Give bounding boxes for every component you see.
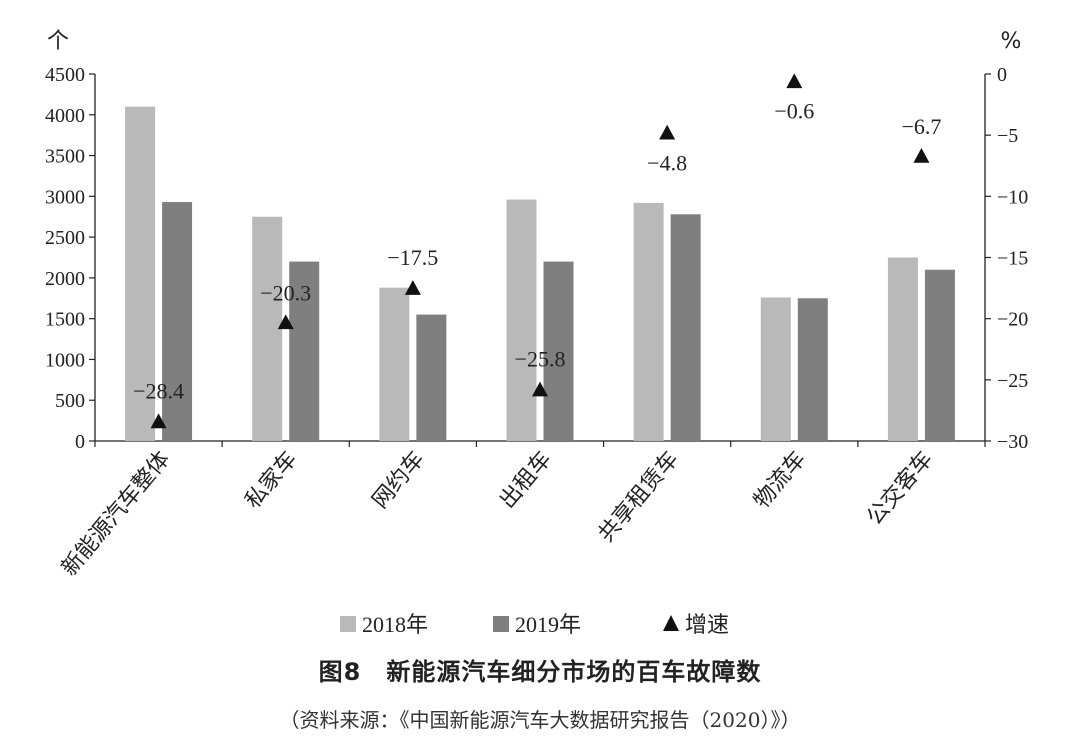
growth-marker (150, 413, 167, 429)
bar-2019 (543, 261, 574, 441)
left-tick-label: 3500 (45, 146, 85, 168)
category-label: 私家车 (241, 447, 303, 514)
category-label: 新能源汽车整体 (57, 447, 175, 581)
growth-data-label: −6.7 (901, 114, 941, 139)
category-label: 出租车 (495, 447, 557, 514)
growth-data-label: −28.4 (133, 378, 184, 403)
growth-data-label: −25.8 (515, 347, 566, 372)
bar-2018 (125, 106, 156, 441)
left-tick-label: 1500 (45, 309, 85, 331)
bar-2019 (289, 261, 320, 441)
left-tick-label: 1000 (45, 349, 85, 371)
left-tick-label: 3000 (45, 186, 85, 208)
right-tick-label: −30 (997, 431, 1028, 453)
growth-data-label: −0.6 (774, 98, 814, 123)
legend-growth-swatch (663, 615, 679, 631)
left-tick-label: 4000 (45, 105, 85, 127)
legend-2019-label: 2019年 (515, 612, 581, 637)
growth-marker (404, 280, 421, 295)
bar-2018 (379, 287, 410, 441)
bar-2019 (416, 314, 447, 441)
bar-2019 (670, 214, 701, 441)
left-axis-unit: 个 (47, 29, 69, 54)
growth-data-label: −4.8 (647, 151, 687, 176)
left-tick-label: 4500 (45, 64, 85, 86)
growth-marker (913, 147, 930, 163)
growth-marker (659, 124, 676, 140)
left-tick-label: 2500 (45, 227, 85, 249)
bar-2018 (633, 202, 664, 441)
category-label: 物流车 (749, 447, 811, 514)
bar-2019 (924, 269, 955, 441)
legend-2019-swatch (493, 616, 509, 632)
left-tick-label: 0 (75, 431, 85, 453)
bar-2019 (162, 202, 193, 441)
growth-marker (277, 314, 294, 330)
right-tick-label: −10 (997, 186, 1028, 208)
bar-2018 (252, 216, 283, 441)
bar-2018 (760, 297, 791, 441)
legend-2018-swatch (340, 616, 356, 632)
chart-area: 个 % 0 500 1000 1500 2000 2500 3000 3500 4000 4500 0 −… (45, 29, 1028, 637)
growth-marker (532, 381, 548, 397)
growth-data-label: −17.5 (387, 245, 438, 270)
bar-2018 (887, 257, 918, 441)
category-label: 网约车 (368, 447, 430, 514)
legend-2018-label: 2018年 (362, 612, 428, 637)
growth-marker (786, 73, 803, 89)
legend-growth-label: 增速 (685, 612, 729, 637)
left-tick-label: 2000 (45, 268, 85, 290)
chart-source: （资料来源：《中国新能源汽车大数据研究报告（2020）》） (279, 708, 801, 732)
bar-2018 (506, 199, 537, 441)
right-tick-label: 0 (997, 64, 1007, 86)
bar-2019 (797, 298, 828, 441)
right-tick-label: −5 (997, 125, 1018, 147)
chart-title: 图8 新能源汽车细分市场的百车故障数 (318, 658, 762, 686)
left-tick-label: 500 (55, 390, 85, 412)
category-label: 公交客车 (862, 447, 938, 530)
right-tick-label: −20 (997, 309, 1028, 331)
right-tick-label: −25 (997, 370, 1028, 392)
category-label: 共享租赁车 (594, 447, 684, 547)
growth-data-label: −20.3 (260, 280, 311, 305)
right-axis-unit: % (1001, 29, 1022, 54)
right-tick-label: −15 (997, 248, 1028, 270)
